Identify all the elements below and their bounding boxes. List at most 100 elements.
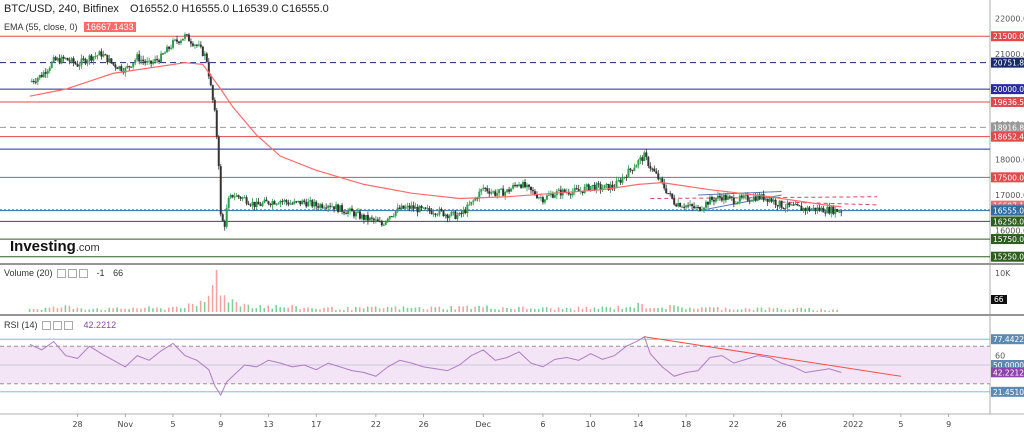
volume-bar bbox=[299, 309, 301, 312]
volume-bar bbox=[597, 308, 600, 312]
candle-body bbox=[42, 72, 45, 78]
rsi-level-label: 21.4510 bbox=[993, 388, 1024, 397]
candle-body bbox=[261, 202, 264, 206]
volume-bar bbox=[661, 307, 663, 312]
volume-bar bbox=[438, 306, 441, 312]
candle-body bbox=[633, 167, 636, 171]
candle-body bbox=[428, 208, 431, 212]
volume-label[interactable]: Volume (20) bbox=[4, 268, 53, 278]
volume-bar bbox=[211, 285, 214, 312]
candle-body bbox=[834, 209, 837, 214]
candle-body bbox=[40, 74, 43, 78]
symbol-label[interactable]: BTC/USD, 240, Bitfinex bbox=[4, 3, 119, 15]
rsi-header: RSI (14) 42.2212 bbox=[4, 320, 116, 331]
volume-bar bbox=[108, 307, 110, 312]
candle-body bbox=[655, 171, 658, 174]
candle-body bbox=[601, 188, 604, 190]
rsi-level-label: 77.4422 bbox=[993, 335, 1024, 344]
candle-body bbox=[251, 201, 254, 206]
candle-body bbox=[754, 196, 757, 201]
settings-icon[interactable] bbox=[42, 321, 52, 331]
volume-bar bbox=[351, 310, 353, 312]
candle-body bbox=[325, 207, 328, 209]
candle-body bbox=[30, 80, 33, 83]
volume-bar bbox=[247, 304, 250, 312]
x-tick-label: 14 bbox=[633, 420, 643, 429]
rsi-label[interactable]: RSI (14) bbox=[4, 320, 38, 330]
candle-body bbox=[695, 206, 698, 209]
candle-body bbox=[177, 41, 180, 43]
candle-body bbox=[508, 189, 511, 192]
price-tick-label: 16000.0 bbox=[995, 226, 1024, 235]
candle-body bbox=[677, 203, 680, 207]
candle-body bbox=[832, 206, 835, 214]
candle-body bbox=[317, 206, 320, 208]
candle-body bbox=[144, 61, 147, 63]
volume-bar bbox=[537, 308, 540, 312]
level-label-bg bbox=[991, 172, 1024, 183]
candle-body bbox=[309, 200, 312, 202]
candle-body bbox=[448, 215, 451, 219]
ema-value: 16667.1433 bbox=[84, 22, 136, 32]
volume-bar bbox=[529, 308, 532, 312]
candle-body bbox=[484, 187, 487, 189]
candle-body bbox=[468, 204, 471, 206]
candle-body bbox=[378, 221, 381, 223]
candle-body bbox=[667, 193, 670, 195]
volume-bar bbox=[287, 307, 289, 312]
volume-bar bbox=[446, 309, 449, 312]
volume-bar bbox=[96, 308, 99, 312]
volume-bar bbox=[510, 308, 512, 312]
candle-body bbox=[74, 62, 77, 64]
candle-body bbox=[545, 195, 548, 200]
rsi-line bbox=[29, 336, 842, 397]
candle-body bbox=[426, 208, 429, 210]
ema-line bbox=[29, 62, 842, 208]
volume-bar bbox=[410, 307, 413, 312]
candle-body bbox=[480, 189, 483, 192]
volume-bar bbox=[267, 305, 270, 312]
volume-bar bbox=[76, 307, 79, 312]
ema-label[interactable]: EMA (55, close, 0) bbox=[4, 22, 78, 32]
settings-icon[interactable] bbox=[57, 269, 67, 279]
candle-body bbox=[199, 44, 202, 47]
candle-body bbox=[549, 193, 552, 195]
candle-body bbox=[86, 60, 89, 64]
volume-bar bbox=[673, 305, 675, 312]
volume-bar bbox=[343, 310, 345, 312]
close-icon[interactable] bbox=[64, 321, 74, 331]
candle-body bbox=[78, 65, 81, 67]
candle-body bbox=[237, 195, 240, 198]
candle-body bbox=[820, 207, 823, 211]
candle-body bbox=[726, 196, 729, 200]
volume-value-tag bbox=[991, 295, 1007, 304]
candle-body bbox=[269, 204, 272, 206]
volume-bar bbox=[748, 308, 751, 312]
candle-body bbox=[62, 56, 65, 59]
candle-body bbox=[516, 185, 519, 187]
volume-bar bbox=[760, 307, 763, 312]
candle-body bbox=[782, 207, 785, 209]
candle-body bbox=[349, 208, 352, 211]
candle-body bbox=[307, 201, 310, 207]
rsi-trendline bbox=[644, 336, 901, 377]
hide-icon[interactable] bbox=[68, 269, 78, 279]
candle-body bbox=[183, 34, 186, 39]
candle-body bbox=[774, 199, 777, 206]
close-icon[interactable] bbox=[79, 269, 89, 279]
candle-body bbox=[114, 64, 117, 68]
hide-icon[interactable] bbox=[53, 321, 63, 331]
candle-body bbox=[691, 204, 694, 207]
volume-bar bbox=[390, 307, 393, 312]
level-label: 16250.0 bbox=[993, 217, 1024, 226]
candle-body bbox=[452, 211, 455, 213]
candle-body bbox=[641, 157, 644, 161]
volume-bar bbox=[621, 309, 624, 312]
level-label-bg bbox=[991, 205, 1024, 216]
candle-body bbox=[760, 194, 763, 199]
logo-suffix: .com bbox=[75, 242, 100, 254]
volume-bar bbox=[136, 308, 138, 312]
candle-body bbox=[360, 214, 363, 219]
x-tick-label: 13 bbox=[263, 420, 273, 429]
